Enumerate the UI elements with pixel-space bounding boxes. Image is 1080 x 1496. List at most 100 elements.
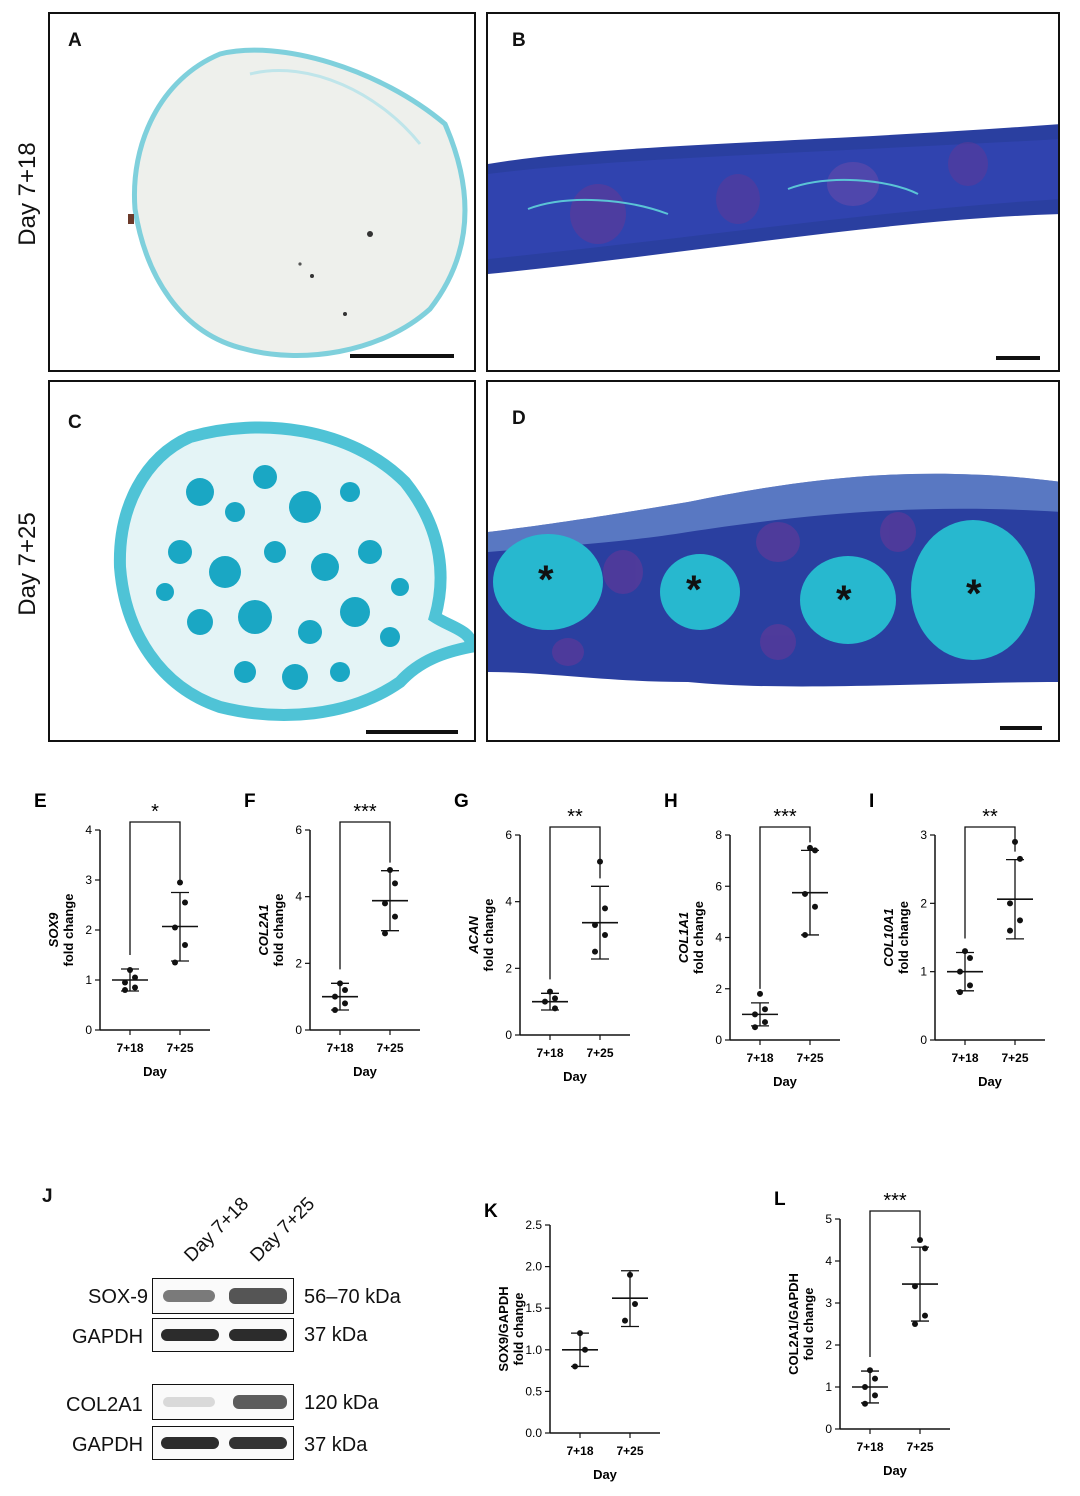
scale-bar-a bbox=[350, 354, 454, 358]
lane-title-day-7-25: Day 7+25 bbox=[246, 1193, 320, 1267]
blot-row-label-col2a1: COL2A1 bbox=[66, 1394, 143, 1416]
y-tick-label: 1.5 bbox=[525, 1301, 542, 1315]
data-point bbox=[802, 890, 808, 897]
data-point bbox=[962, 948, 968, 955]
data-point bbox=[572, 1363, 578, 1370]
x-tick-label: 7+25 bbox=[166, 1041, 193, 1055]
blot-kda-gapdh-2: 37 kDa bbox=[304, 1434, 368, 1456]
data-point bbox=[802, 931, 808, 938]
x-tick-label: 7+25 bbox=[796, 1051, 823, 1065]
y-tick-label: 4 bbox=[85, 823, 92, 837]
y-axis-label-fold-change: fold change bbox=[61, 894, 76, 967]
y-tick-label: 2 bbox=[715, 982, 722, 996]
data-point bbox=[872, 1375, 878, 1382]
band-gapdh1-lane2 bbox=[229, 1329, 287, 1341]
y-tick-label: 0.0 bbox=[525, 1426, 542, 1440]
y-tick-label: 3 bbox=[825, 1296, 832, 1310]
data-point bbox=[122, 987, 128, 993]
significance-bracket bbox=[339, 821, 391, 970]
blot-kda-sox9: 56–70 kDa bbox=[304, 1286, 401, 1308]
data-point bbox=[172, 924, 178, 931]
y-axis-label-gene: ACAN bbox=[466, 916, 481, 955]
y-axis-label-gene: COL10A1 bbox=[881, 908, 896, 967]
band-sox9-lane1 bbox=[163, 1290, 215, 1302]
blot-row-label-sox9: SOX-9 bbox=[88, 1286, 149, 1308]
data-point bbox=[182, 899, 188, 906]
data-point bbox=[182, 942, 188, 948]
significance-bracket bbox=[964, 826, 1016, 939]
scale-bar-b bbox=[996, 356, 1040, 360]
data-point bbox=[172, 959, 178, 966]
data-point bbox=[552, 1005, 558, 1012]
y-axis-label-gene: COL1A1 bbox=[676, 912, 691, 963]
data-point bbox=[757, 990, 763, 997]
chart-f: F 0 2 4 6 7+18 7+25 Day COL2A1 fold change *** bbox=[244, 791, 420, 1079]
chart-letter: E bbox=[34, 791, 47, 812]
y-axis-label-gene: COL2A1 bbox=[256, 904, 271, 955]
blot-row-label-gapdh-2: GAPDH bbox=[72, 1434, 144, 1456]
data-point bbox=[602, 905, 608, 912]
y-tick-label: 2.5 bbox=[525, 1218, 542, 1232]
y-tick-label: 3 bbox=[85, 873, 92, 887]
y-tick-label: 2 bbox=[920, 896, 927, 910]
cartilage-nodule-asterisk-2: * bbox=[686, 568, 702, 612]
x-axis-label: Day bbox=[978, 1074, 1003, 1089]
y-tick-label: 4 bbox=[715, 931, 722, 945]
data-point bbox=[917, 1237, 923, 1243]
x-tick-label: 7+25 bbox=[616, 1444, 643, 1458]
y-axis-label-fold-change: fold change bbox=[481, 899, 496, 972]
y-tick-label: 4 bbox=[825, 1254, 832, 1268]
data-point bbox=[867, 1367, 873, 1374]
data-point bbox=[752, 1011, 758, 1018]
y-axis-label-gene: SOX9/GAPDH bbox=[496, 1286, 511, 1371]
x-tick-label: 7+25 bbox=[1001, 1051, 1028, 1065]
y-axis-label-fold-change: fold change bbox=[691, 901, 706, 974]
data-point bbox=[122, 979, 128, 986]
significance-marker: *** bbox=[773, 806, 797, 828]
y-axis-label-fold-change: fold change bbox=[896, 901, 911, 974]
blot-strip-col2a1 bbox=[152, 1384, 294, 1420]
data-point bbox=[552, 995, 558, 1002]
scale-bar-c bbox=[366, 730, 458, 734]
band-gapdh2-lane1 bbox=[161, 1437, 219, 1449]
data-point bbox=[762, 1006, 768, 1013]
chart-e: E 0 1 2 3 4 7+18 7+25 Day SOX9 fold change * bbox=[34, 791, 210, 1079]
chart-letter: I bbox=[869, 791, 874, 812]
data-point bbox=[582, 1346, 588, 1353]
significance-marker: ** bbox=[982, 806, 998, 828]
y-tick-label: 5 bbox=[825, 1212, 832, 1226]
data-point bbox=[592, 922, 598, 928]
data-point bbox=[922, 1312, 928, 1319]
chart-h: H 0 2 4 6 8 7+18 7+25 Day COL1A1 fold change *** bbox=[664, 791, 840, 1089]
y-axis-label-gene: SOX9 bbox=[46, 912, 61, 947]
chart-i: I 0 1 2 3 7+18 7+25 Day COL10A1 fold change ** bbox=[869, 791, 1045, 1089]
y-tick-label: 8 bbox=[715, 828, 722, 842]
chart-l: L 0 1 2 3 4 5 7+18 7+25 Day COL2A1/GAPDH fold chang… bbox=[774, 1189, 950, 1478]
y-tick-label: 2 bbox=[505, 961, 512, 975]
blot-row-label-gapdh-1: GAPDH bbox=[72, 1326, 144, 1348]
blot-strip-gapdh-1 bbox=[152, 1318, 294, 1352]
data-point bbox=[807, 844, 813, 851]
data-point bbox=[762, 1019, 768, 1026]
chart-k: K 0.0 0.5 1.0 1.5 2.0 2.5 7+18 7+25 Day SOX9/GAPDH… bbox=[484, 1201, 660, 1482]
significance-bracket bbox=[759, 826, 811, 989]
band-col2a1-lane1 bbox=[163, 1397, 215, 1407]
data-point bbox=[862, 1400, 868, 1407]
x-tick-label: 7+18 bbox=[951, 1051, 978, 1065]
data-point bbox=[1007, 927, 1013, 934]
data-point bbox=[912, 1283, 918, 1290]
data-point bbox=[632, 1301, 638, 1308]
chart-letter: G bbox=[454, 791, 469, 812]
y-tick-label: 6 bbox=[715, 879, 722, 893]
data-point bbox=[622, 1317, 628, 1324]
data-point bbox=[392, 913, 398, 920]
data-point bbox=[1017, 917, 1023, 924]
y-tick-label: 0 bbox=[85, 1023, 92, 1037]
data-point bbox=[382, 900, 388, 907]
blot-strip-gapdh-2 bbox=[152, 1426, 294, 1460]
chart-letter: K bbox=[484, 1201, 498, 1222]
pellet-image-c bbox=[113, 421, 474, 721]
cartilage-nodule-asterisk-1: * bbox=[538, 558, 554, 602]
panel-c: C bbox=[48, 380, 476, 742]
x-tick-label: 7+25 bbox=[906, 1440, 933, 1454]
